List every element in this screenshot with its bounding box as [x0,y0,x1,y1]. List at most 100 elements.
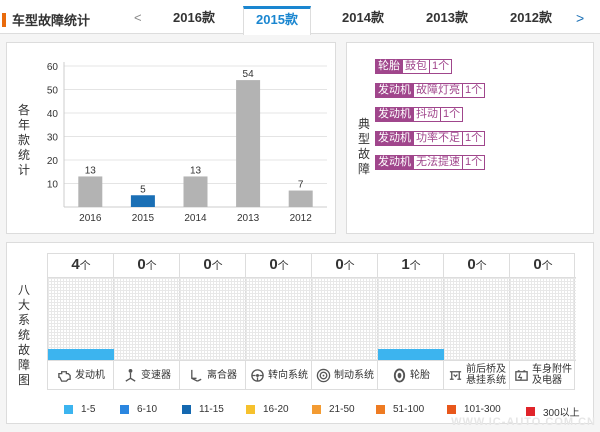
fault-fault: 抖动 [414,107,441,122]
legend-item: 101-300 [447,404,501,415]
bar-2012 [288,190,313,207]
tire-icon [392,367,407,383]
fault-fault: 功率不足 [414,131,463,146]
system-name: 轮胎 [378,360,444,389]
systems-grid: 4个 发动机 0个 变速器 0个 离合器 0个 转向系统 0个 制动系统 1个 轮胎 0个 前后桥及 悬挂系… [47,253,576,390]
tab-2012[interactable]: 2012款 [510,10,552,25]
system-count: 1个 [378,254,444,278]
legend-item: 6-10 [120,404,157,415]
fault-count: 1个 [463,131,486,146]
tab-2014[interactable]: 2014款 [342,10,384,25]
system-bar-area [48,278,114,360]
eight-systems-label: 八大系统故障图 [17,283,30,387]
system-bar-area [180,278,246,360]
legend-label: 101-300 [464,404,501,415]
legend-label: 51-100 [393,404,425,415]
system-count: 0个 [510,254,576,278]
header-bar: 车型故障统计 < 2016款 2015款 2014款 2013款 2012款 > [0,0,600,35]
system-bar-area [312,278,378,360]
bar-value-label: 5 [140,184,146,195]
engine-icon [57,368,72,383]
yearly-stats-panel: 各年款统计 10 20 30 40 50 60 13 2016 5 2015 13 2014 54 201… [6,42,336,234]
legend-item: 21-50 [312,404,355,415]
system-count: 0个 [180,254,246,278]
fault-tag[interactable]: 轮胎 鼓包 1个 [375,59,453,74]
system-column[interactable]: 4个发动机 [48,254,114,389]
legend-label: 1-5 [81,404,96,415]
yearly-stats-label: 各年款统计 [17,103,30,177]
system-bar-area [444,278,510,360]
system-column[interactable]: 1个轮胎 [378,254,444,389]
system-bar-area [114,278,180,360]
watermark: WWW.IC-AUTO.COM.CN [451,416,596,428]
page-title: 车型故障统计 [12,13,91,28]
title-accent-bar [2,13,6,27]
system-column[interactable]: 0个车身附件 及电器 [510,254,576,389]
tab-2015[interactable]: 2015款 [243,6,311,35]
system-name-text: 前后桥及 悬挂系统 [466,364,506,386]
bar-2013 [236,80,261,207]
x-tick-label: 2014 [184,213,207,224]
system-bar-fill [48,349,114,360]
system-bar-area [510,278,576,360]
system-name-text: 轮胎 [410,369,430,381]
legend-swatch [447,405,456,414]
x-tick-label: 2016 [79,213,102,224]
system-name-text: 离合器 [207,369,237,381]
system-name-text: 变速器 [141,369,171,381]
system-name: 前后桥及 悬挂系统 [444,360,510,389]
fault-tag[interactable]: 发动机 故障灯亮 1个 [375,83,486,98]
system-column[interactable]: 0个变速器 [114,254,180,389]
fault-fault: 无法提速 [414,155,463,170]
fault-tag[interactable]: 发动机 抖动 1个 [375,107,464,122]
system-bar-area [246,278,312,360]
bar-value-label: 54 [243,69,255,80]
system-count: 0个 [312,254,378,278]
fault-tag[interactable]: 发动机 无法提速 1个 [375,155,486,170]
bar-2016 [78,176,103,207]
y-tick-label: 20 [47,156,59,167]
system-bar-area [378,278,444,360]
system-column[interactable]: 0个离合器 [180,254,246,389]
system-name: 车身附件 及电器 [510,360,576,389]
system-column[interactable]: 0个 制动系统 [312,254,378,389]
bar-2015 [130,195,155,207]
legend-label: 300以上 [543,408,580,419]
legend-label: 6-10 [137,404,158,415]
legend-swatch [182,405,191,414]
system-count: 0个 [246,254,312,278]
yearly-bar-chart: 10 20 30 40 50 60 13 2016 5 2015 13 2014 54 2013 7 2012 [47,62,327,224]
legend-label: 21-50 [329,404,355,415]
car-battery-icon [514,368,529,383]
x-tick-label: 2012 [290,213,313,224]
fault-count: 1个 [441,107,464,122]
legend-item: 16-20 [246,404,289,415]
clutch-pedal-icon [189,368,204,383]
legend-swatch [376,405,385,414]
x-tick-label: 2015 [132,213,155,224]
system-count: 4个 [48,254,114,278]
tab-2016[interactable]: 2016款 [173,10,215,25]
system-count: 0个 [114,254,180,278]
next-arrow-button[interactable]: > [576,10,585,26]
legend-item: 51-100 [376,404,424,415]
system-name: 发动机 [48,360,114,389]
fault-system: 发动机 [375,83,414,98]
system-column[interactable]: 0个转向系统 [246,254,312,389]
prev-arrow-button[interactable]: < [134,10,142,25]
fault-system: 发动机 [375,155,414,170]
legend-swatch [312,405,321,414]
fault-system: 发动机 [375,131,414,146]
legend-swatch [64,405,73,414]
fault-count: 1个 [463,83,486,98]
legend-swatch [246,405,255,414]
tab-2013[interactable]: 2013款 [426,10,468,25]
legend-swatch [526,407,535,416]
system-name-text: 转向系统 [268,369,308,381]
system-bar-fill [378,349,444,360]
y-tick-label: 50 [47,86,59,97]
fault-tag[interactable]: 发动机 功率不足 1个 [375,131,486,146]
y-tick-label: 10 [47,180,59,191]
fault-fault: 故障灯亮 [414,83,463,98]
system-column[interactable]: 0个 前后桥及 悬挂系统 [444,254,510,389]
